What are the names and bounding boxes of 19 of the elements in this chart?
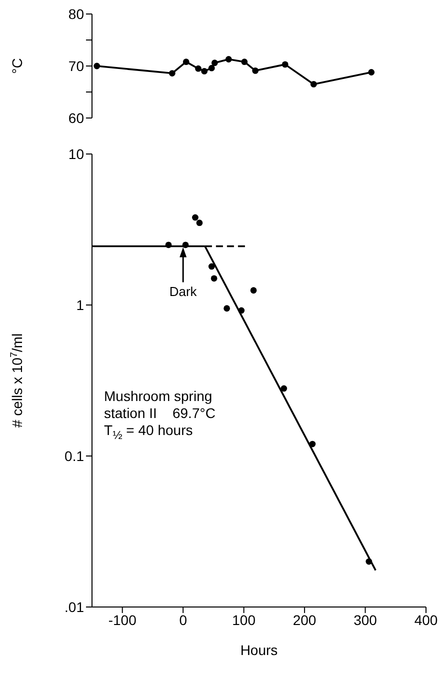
x-tick-label: 200 <box>292 612 316 628</box>
annotation: Mushroom spring <box>104 388 214 405</box>
y-tick-label: 1 <box>76 296 84 313</box>
y-tick-label: 80 <box>68 6 84 22</box>
x-tick-label: 100 <box>232 612 256 628</box>
annotation: Dark <box>169 284 198 300</box>
y-tick-label: 60 <box>68 110 84 126</box>
annotation: station II 69.7°C <box>104 405 216 422</box>
y-tick-label: 10 <box>68 146 84 162</box>
annotation: T$_{½}$ = 40 hours <box>104 422 194 444</box>
y-tick-label: .01 <box>64 598 84 615</box>
x-tick-label: -100 <box>108 612 137 628</box>
y-tick-label: 0.1 <box>64 448 84 464</box>
y-tick-label: 70 <box>68 58 84 74</box>
x-tick-label: 0 <box>179 612 188 628</box>
x-tick-label: 400 <box>414 612 438 628</box>
x-axis-title: Hours <box>240 642 278 658</box>
y-axis-title: °C <box>9 58 25 74</box>
x-tick-label: 300 <box>354 612 378 628</box>
